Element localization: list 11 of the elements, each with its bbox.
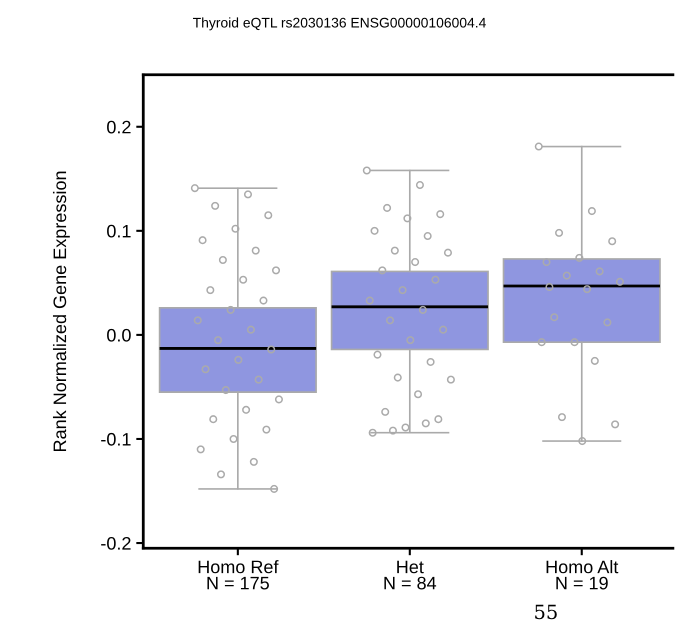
y-tick-label: -0.2 [101, 536, 131, 550]
y-axis-title: Rank Normalized Gene Expression [52, 172, 70, 451]
x-tick-label: Het N = 84 [384, 560, 436, 590]
x-tick-label: Homo Alt N = 19 [546, 560, 618, 590]
text: 55 [535, 604, 557, 620]
y-tick-label: 0.2 [107, 120, 131, 134]
x-tick-label: Homo Ref N = 175 [198, 560, 279, 590]
y-tick-label: 0.0 [107, 328, 131, 342]
y-tick-label: -0.1 [101, 432, 131, 446]
chart-title: Thyroid eQTL rs2030136 ENSG00000106004.4 [192, 17, 486, 30]
y-tick-label: 0.1 [107, 224, 131, 238]
